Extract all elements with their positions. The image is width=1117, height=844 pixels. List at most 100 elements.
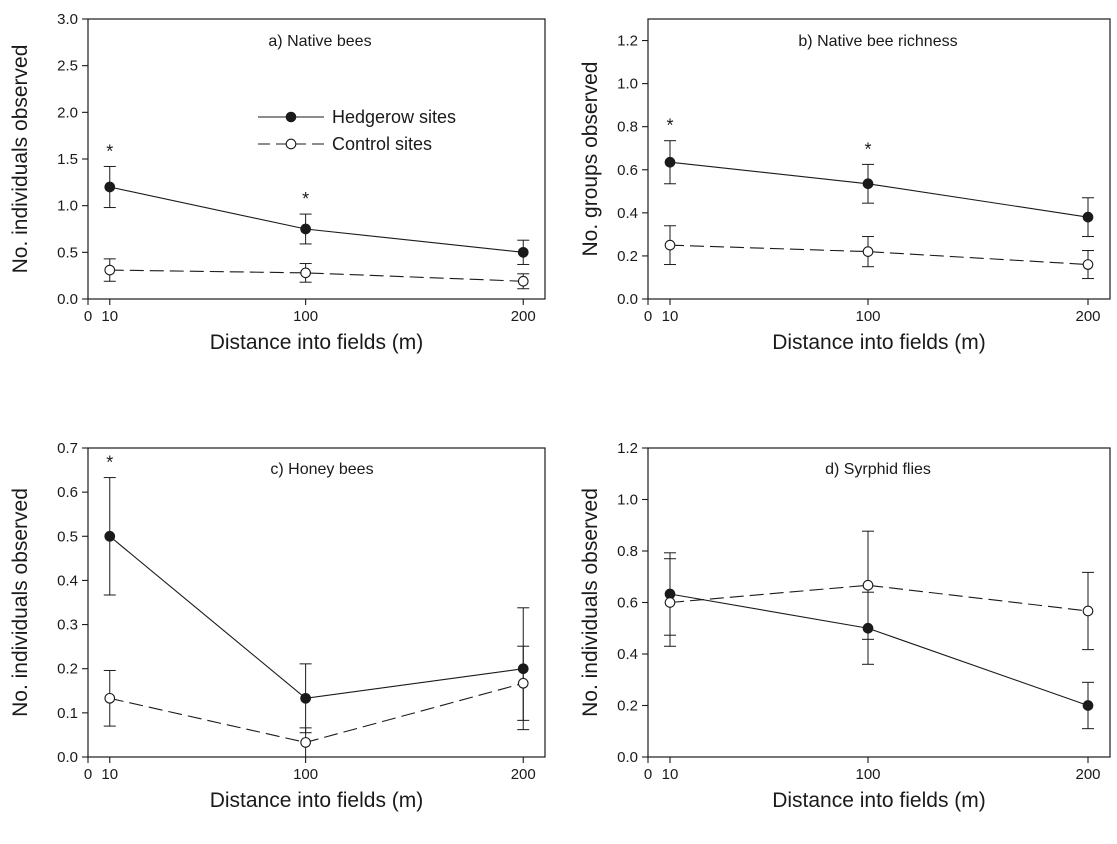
data-point-hedgerow: [300, 223, 311, 235]
x-tick-label: 0: [644, 766, 652, 783]
data-point-control: [104, 264, 116, 276]
data-point-control: [300, 267, 311, 279]
series-line-hedgerow: [109, 186, 524, 253]
series-line-control: [669, 584, 1089, 612]
y-axis-label: No. groups observed: [579, 62, 602, 257]
x-axis-label: Distance into fields (m): [772, 789, 986, 812]
y-tick-label: 0.4: [57, 572, 78, 589]
x-tick-label: 0: [644, 308, 652, 325]
y-tick-label: 0.0: [617, 291, 638, 308]
data-point-control: [300, 737, 311, 748]
data-point-hedgerow: [104, 181, 116, 193]
y-tick-label: 1.0: [57, 198, 78, 215]
y-axis-label: No. individuals observed: [9, 488, 32, 717]
y-tick-label: 0.2: [57, 661, 78, 678]
y-tick-label: 1.0: [617, 492, 638, 509]
data-point-hedgerow: [300, 692, 311, 704]
y-tick-label: 0.8: [617, 543, 638, 560]
chart-panel-1: 0.0 0.2 0.4 0.6 0.8 1.0 1.2 0 10 100 200 Distance i…: [579, 18, 1111, 354]
y-tick-label: 1.0: [617, 76, 638, 93]
legend-marker-hedgerow: [285, 111, 297, 123]
chart-panel-0: 0.0 0.5 1.0 1.5 2.0 2.5 3.0 0 10 100 200 Distance i…: [9, 11, 546, 354]
plot-frame: [87, 18, 546, 300]
x-tick-label: 0: [84, 308, 92, 325]
x-tick-label: 200: [511, 766, 536, 783]
data-point-control: [664, 239, 676, 251]
y-tick-label: 0.7: [57, 440, 78, 457]
y-tick-label: 0.6: [617, 595, 638, 612]
series-line-hedgerow: [669, 593, 1089, 707]
y-tick-label: 1.2: [617, 33, 638, 50]
x-tick-label: 10: [662, 766, 679, 783]
x-tick-label: 200: [511, 308, 536, 325]
y-tick-label: 0.5: [57, 244, 78, 261]
data-point-control: [517, 275, 529, 287]
x-tick-label: 200: [1075, 308, 1100, 325]
significance-marker: *: [302, 189, 309, 209]
y-tick-label: 0.8: [617, 119, 638, 136]
x-tick-label: 10: [101, 308, 118, 325]
series-line-control: [669, 244, 1089, 266]
y-tick-label: 2.5: [57, 58, 78, 75]
data-point-hedgerow: [862, 622, 874, 634]
significance-marker: *: [106, 141, 113, 161]
x-axis-label: Distance into fields (m): [772, 331, 986, 354]
y-tick-label: 0.0: [57, 749, 78, 766]
data-point-hedgerow: [104, 530, 116, 542]
y-tick-label: 3.0: [57, 11, 78, 28]
series-line-hedgerow: [109, 535, 524, 699]
y-axis-label: No. individuals observed: [579, 488, 602, 717]
data-point-control: [517, 677, 529, 689]
chart-panel-2: 0.0 0.1 0.2 0.3 0.4 0.5 0.6 0.7 0 10 100 200 Distanc…: [9, 440, 546, 812]
data-point-control: [1082, 605, 1094, 617]
data-point-control: [862, 246, 874, 257]
y-tick-label: 0.2: [617, 248, 638, 265]
x-tick-label: 10: [662, 308, 679, 325]
x-tick-label: 200: [1075, 766, 1100, 783]
significance-marker: *: [666, 116, 673, 136]
y-tick-label: 0.2: [617, 698, 638, 715]
y-tick-label: 0.4: [617, 646, 638, 663]
x-axis-label: Distance into fields (m): [210, 331, 424, 354]
data-point-hedgerow: [517, 246, 529, 258]
panel-title: c) Honey bees: [270, 461, 373, 478]
x-tick-label: 10: [101, 766, 118, 783]
significance-marker: *: [864, 139, 871, 159]
y-tick-label: 0.0: [57, 291, 78, 308]
plot-frame: [87, 447, 546, 758]
x-tick-label: 100: [855, 308, 880, 325]
plot-frame: [647, 18, 1111, 300]
y-tick-label: 0.6: [617, 162, 638, 179]
y-tick-label: 1.5: [57, 151, 78, 168]
y-tick-label: 0.5: [57, 528, 78, 545]
x-tick-label: 100: [293, 308, 318, 325]
series-line-control: [109, 269, 524, 282]
panel-title: d) Syrphid flies: [825, 461, 931, 478]
panel-title: a) Native bees: [268, 33, 371, 50]
series-line-hedgerow: [669, 161, 1089, 218]
chart-panel-3: 0.0 0.2 0.4 0.6 0.8 1.0 1.2 0 10 100 200 Distance i…: [579, 440, 1111, 812]
y-tick-label: 1.2: [617, 440, 638, 457]
y-axis-label: No. individuals observed: [9, 45, 32, 274]
y-tick-label: 0.6: [57, 484, 78, 501]
legend-label-control: Control sites: [332, 134, 432, 154]
data-point-hedgerow: [1082, 211, 1094, 223]
data-point-hedgerow: [862, 178, 874, 190]
x-tick-label: 0: [84, 766, 92, 783]
legend: Hedgerow sites Control sites: [258, 107, 456, 154]
data-point-control: [104, 692, 116, 704]
y-tick-label: 0.1: [57, 705, 78, 722]
data-point-hedgerow: [1082, 700, 1094, 711]
series-line-control: [109, 682, 524, 743]
data-point-hedgerow: [664, 156, 676, 168]
x-tick-label: 100: [293, 766, 318, 783]
data-point-hedgerow: [517, 663, 529, 675]
legend-marker-control: [285, 138, 297, 150]
x-axis-label: Distance into fields (m): [210, 789, 424, 812]
data-point-control: [862, 579, 874, 591]
data-point-control: [1082, 259, 1094, 270]
legend-label-hedgerow: Hedgerow sites: [332, 107, 456, 127]
y-tick-label: 0.0: [617, 749, 638, 766]
